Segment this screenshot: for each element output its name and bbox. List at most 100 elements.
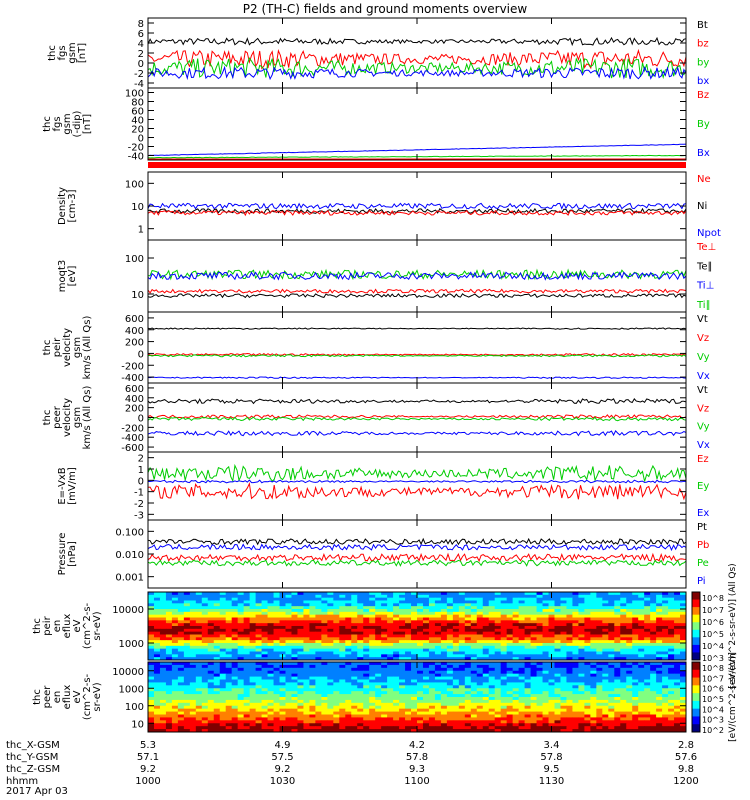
heatmap-cell (518, 679, 526, 683)
colorbar-segment (692, 724, 700, 733)
heatmap-cell (309, 628, 316, 633)
heatmap-cell (249, 594, 257, 599)
heatmap-cell (674, 631, 681, 635)
heatmap-cell (530, 651, 538, 655)
heatmap-cell (446, 729, 454, 733)
heatmap-cell (638, 626, 645, 630)
heatmap-cell (363, 691, 370, 695)
heatmap-cell (345, 648, 352, 652)
y-tick-label: 1000 (119, 639, 144, 650)
heatmap-cell (243, 611, 251, 616)
x-axis-value: 5.3 (140, 740, 156, 751)
heatmap-cell (405, 600, 412, 604)
heatmap-cell (387, 634, 394, 638)
x-axis-value: 57.1 (137, 752, 159, 763)
heatmap-cell (674, 654, 681, 658)
heatmap-cell (584, 667, 591, 672)
heatmap-cell (321, 606, 328, 610)
heatmap-cell (566, 705, 573, 710)
heatmap-cell (662, 617, 669, 621)
heatmap-cell (303, 708, 310, 713)
heatmap-cell (638, 729, 645, 733)
heatmap-cell (273, 702, 281, 707)
heatmap-cell (195, 628, 203, 633)
heatmap-cell (183, 697, 191, 701)
heatmap-cell (656, 708, 663, 713)
heatmap-cell (560, 705, 567, 710)
heatmap-cell (452, 679, 460, 683)
heatmap-cell (548, 711, 555, 715)
heatmap-cell (554, 620, 561, 624)
heatmap-cell (207, 651, 215, 655)
heatmap-cell (452, 705, 460, 710)
series-line (147, 559, 687, 567)
heatmap-cell (446, 654, 454, 658)
heatmap-cell (626, 714, 633, 718)
heatmap-cell (656, 597, 663, 601)
heatmap-cell (488, 670, 496, 675)
heatmap-cell (231, 592, 239, 596)
heatmap-cell (255, 699, 263, 704)
heatmap-cell (620, 685, 627, 689)
heatmap-cell (434, 688, 442, 692)
heatmap-cell (363, 711, 370, 715)
heatmap-cell (285, 699, 292, 704)
heatmap-cell (393, 702, 400, 707)
heatmap-cell (375, 676, 382, 680)
heatmap-cell (327, 714, 334, 718)
heatmap-cell (602, 637, 609, 641)
heatmap-cell (285, 623, 292, 627)
heatmap-cell (644, 594, 651, 599)
heatmap-cell (596, 705, 603, 710)
heatmap-cell (488, 708, 496, 713)
y-tick-label: 200 (125, 404, 144, 415)
heatmap-cell (153, 688, 161, 692)
heatmap-cell (584, 670, 591, 675)
heatmap-cell (405, 603, 412, 607)
heatmap-cell (440, 611, 448, 616)
heatmap-cell (321, 682, 328, 686)
heatmap-cell (530, 699, 538, 704)
heatmap-cell (560, 694, 567, 698)
heatmap-cell (614, 617, 621, 621)
heatmap-cell (482, 688, 490, 692)
heatmap-cell (315, 628, 322, 633)
panel-ylabel: thcfgsgsm[nT] (47, 42, 88, 63)
heatmap-cell (656, 614, 663, 618)
heatmap-cell (393, 679, 400, 683)
heatmap-cell (680, 643, 687, 647)
heatmap-cell (339, 645, 346, 650)
heatmap-cell (411, 651, 418, 655)
heatmap-cell (650, 640, 657, 644)
heatmap-cell (237, 688, 245, 692)
heatmap-cell (512, 606, 520, 610)
heatmap-cell (584, 592, 591, 596)
heatmap-cell (662, 600, 669, 604)
heatmap-cell (584, 603, 591, 607)
heatmap-cell (309, 648, 316, 652)
heatmap-cell (405, 662, 412, 666)
heatmap-cell (440, 679, 448, 683)
y-tick-label: -4 (134, 79, 144, 90)
heatmap-cell (470, 682, 478, 686)
heatmap-cell (608, 631, 615, 635)
panel-ylabel: Pressure[nPa] (57, 533, 78, 576)
heatmap-cell (494, 614, 502, 618)
heatmap-cell (542, 628, 550, 633)
heatmap-cell (638, 667, 645, 672)
heatmap-cell (536, 626, 544, 630)
heatmap-cell (620, 679, 627, 683)
heatmap-cell (171, 634, 179, 638)
heatmap-cell (428, 614, 436, 618)
heatmap-cell (554, 691, 561, 695)
heatmap-cell (177, 631, 185, 635)
heatmap-cell (500, 617, 508, 621)
heatmap-cell (327, 634, 334, 638)
heatmap-cell (650, 628, 657, 633)
heatmap-cell (231, 702, 239, 707)
heatmap-cell (213, 662, 221, 666)
heatmap-cell (536, 654, 544, 658)
heatmap-cell (165, 657, 173, 661)
heatmap-cell (339, 611, 346, 616)
heatmap-cell (422, 626, 430, 630)
